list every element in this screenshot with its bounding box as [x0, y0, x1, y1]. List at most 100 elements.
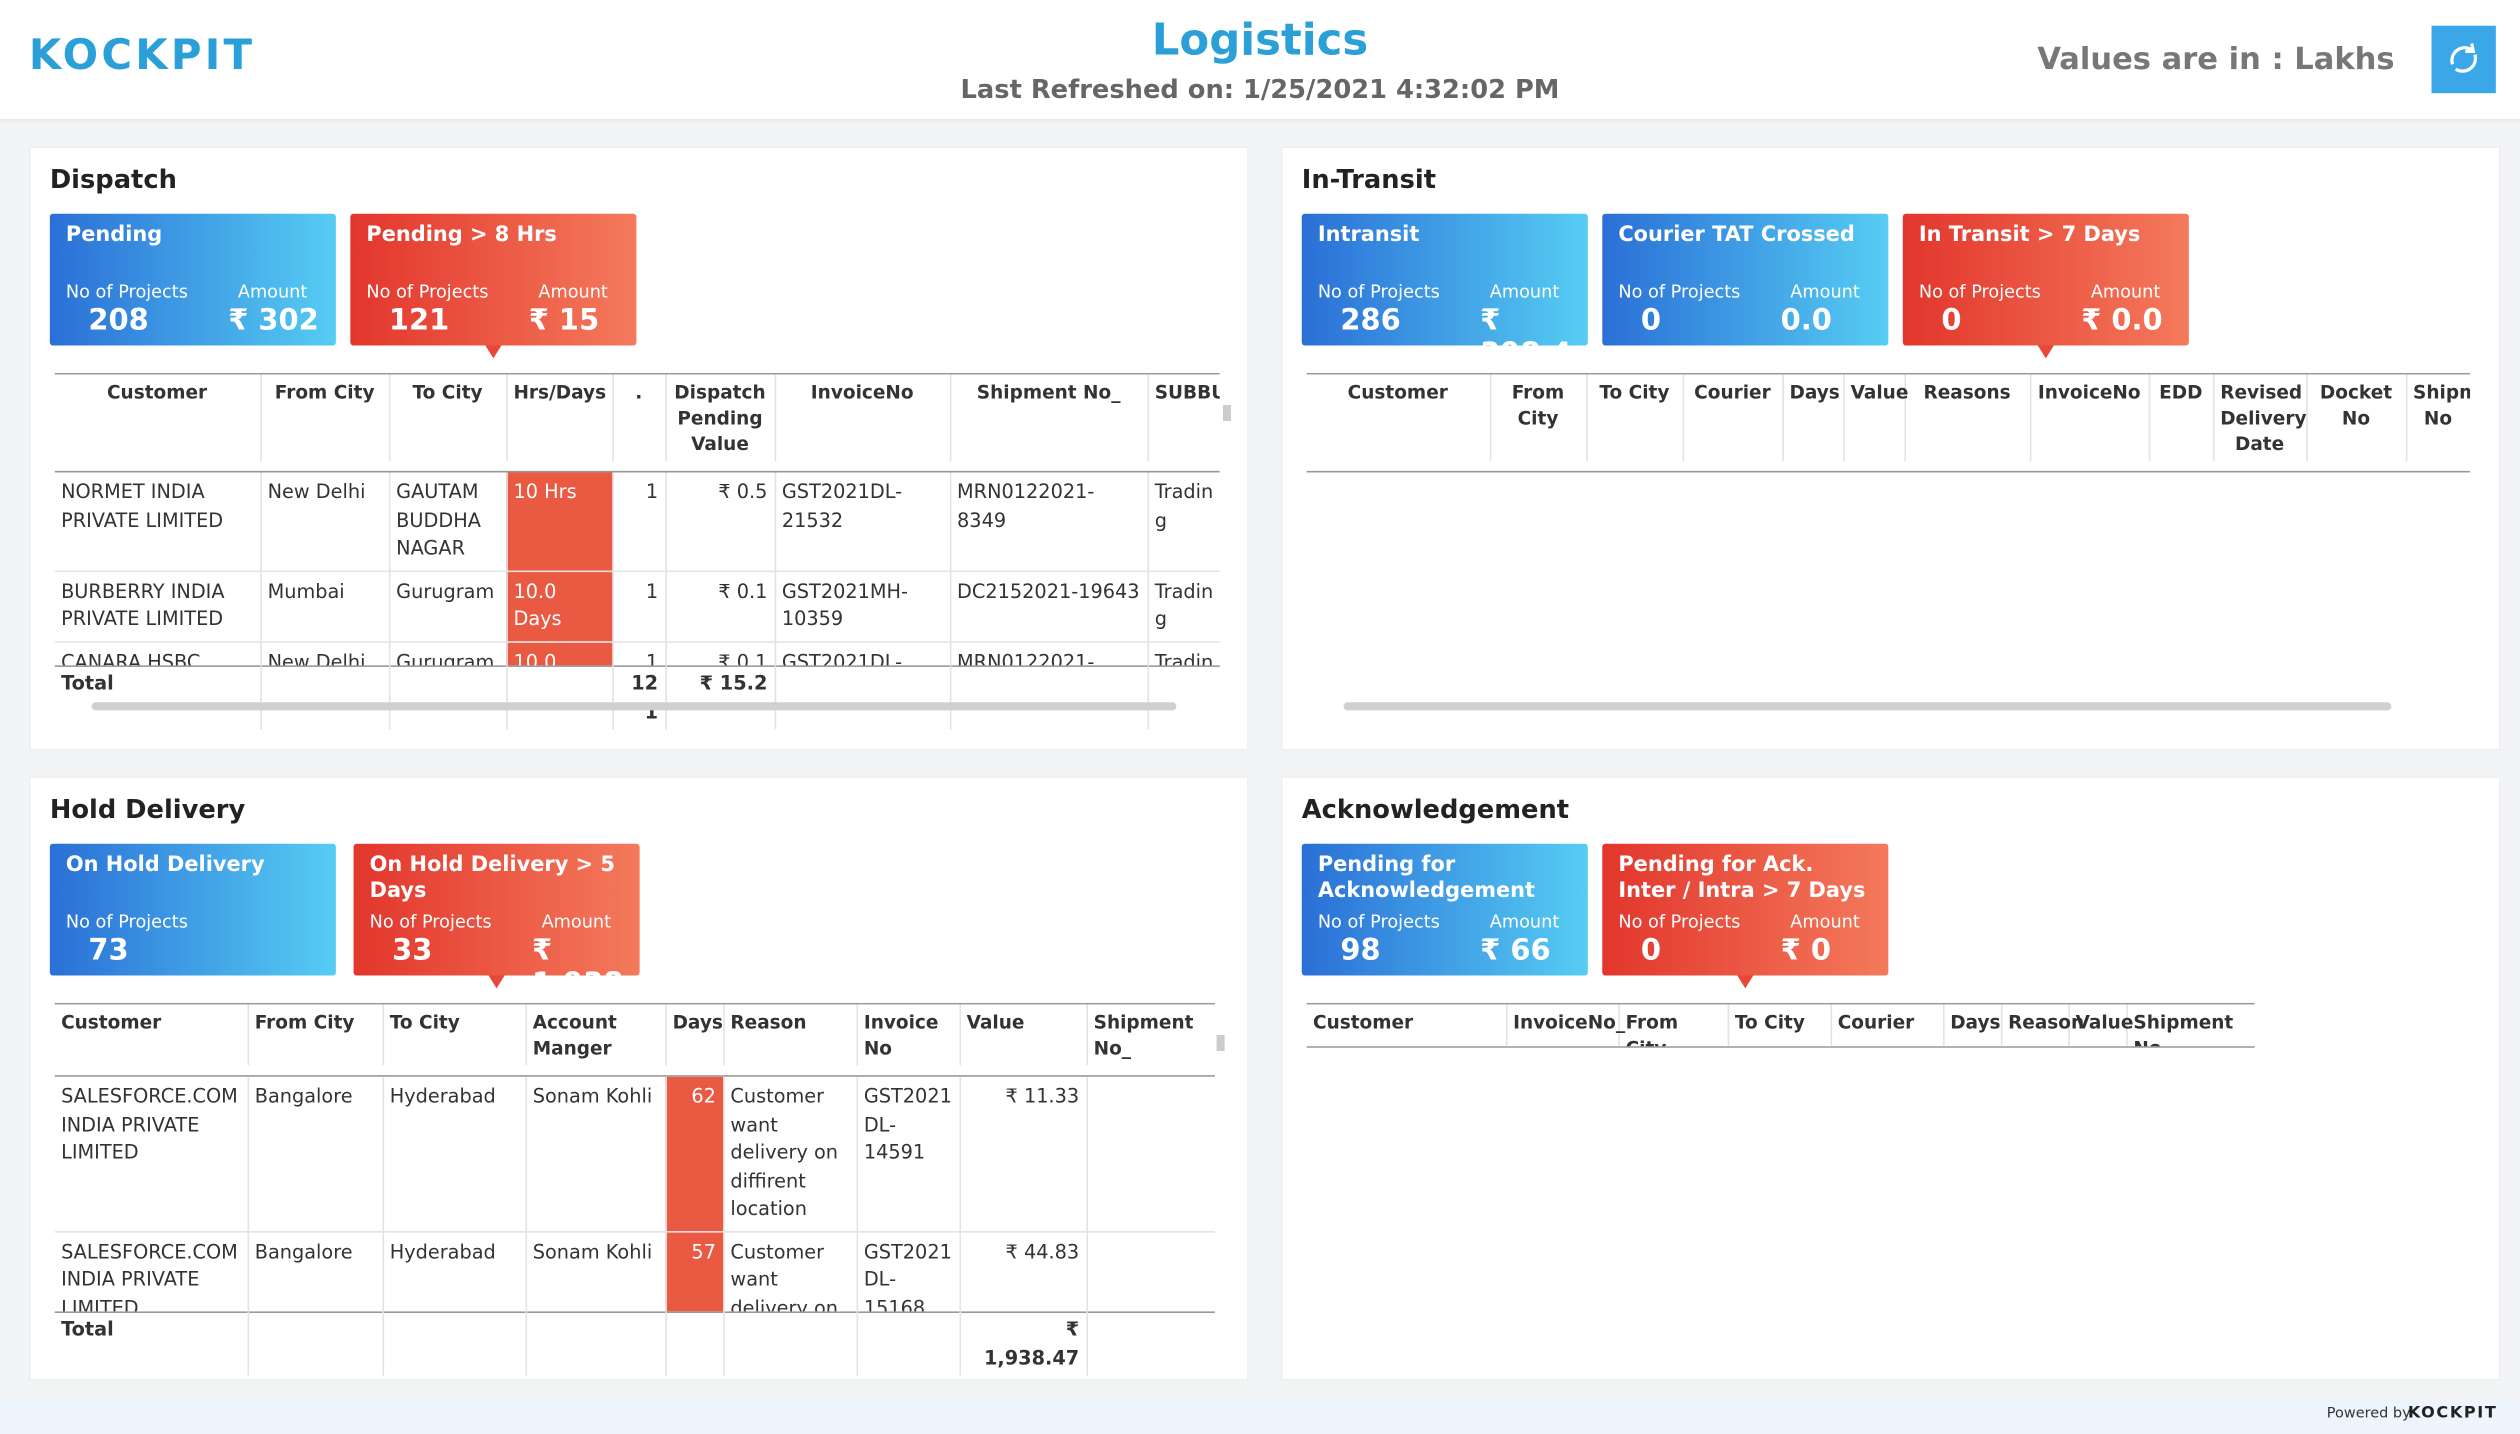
- panel-title: Acknowledgement: [1301, 793, 1570, 825]
- card-title: Courier TAT Crossed: [1618, 223, 1855, 248]
- total-cell: [525, 1311, 667, 1376]
- header-row: Customer InvoiceNo_ From City To City Courie…: [1306, 1004, 2255, 1047]
- column-header: Courier: [1682, 374, 1784, 462]
- panel-title: Dispatch: [49, 163, 177, 195]
- table-cell: GST2021DL-: [774, 641, 951, 666]
- column-header: Value: [2068, 1004, 2133, 1047]
- metric-value: ₹ 398.4: [1480, 303, 1572, 372]
- table-cell: [1086, 1076, 1215, 1232]
- column-header: Reasons: [1904, 374, 2031, 462]
- column-header: SUBBU: [1147, 374, 1220, 462]
- panel: In-Transit Intransit No of Projects 286 Amou…: [1280, 146, 2501, 751]
- table-body: NORMET INDIA PRIVATE LIMITED New Delhi GAU…: [54, 472, 1220, 666]
- metric-value: 121: [388, 303, 450, 338]
- table-cell: Customer want delivery on diffirent loca…: [723, 1076, 858, 1232]
- table-cell: ₹ 11.33: [959, 1076, 1088, 1232]
- kpi-card: Courier TAT Crossed No of Projects 0 Amount…: [1602, 213, 1889, 346]
- column-header: Courier: [1830, 1004, 1944, 1047]
- card-title: In Transit > 7 Days: [1918, 223, 2141, 248]
- card-title: On Hold Delivery > 5 Days: [369, 853, 615, 904]
- column-header: To City: [382, 1004, 527, 1066]
- table-cell: Customer want delivery on: [723, 1231, 858, 1312]
- column-header: Account Manger: [525, 1004, 667, 1066]
- column-header: Days: [1782, 374, 1845, 462]
- table: Customer From City To City Hrs/Days. Dispatc…: [54, 372, 1220, 730]
- table-grid: Total 121 ₹ 15.2: [54, 665, 1220, 730]
- kpi-card: In Transit > 7 Days No of Projects 0 Amount…: [1902, 213, 2189, 359]
- total-cell: [665, 1311, 724, 1376]
- table-header: Customer From City To City Courier Days Value…: [1306, 372, 2471, 473]
- table-cell: [1086, 1231, 1215, 1312]
- metric-label: No of Projects: [65, 281, 188, 303]
- refresh-button[interactable]: [2431, 25, 2496, 94]
- column-header: Reason: [2000, 1004, 2084, 1047]
- kpi-card: Pending for Ack. Inter / Intra > 7 Days N…: [1602, 843, 1889, 989]
- card-title: Intransit: [1317, 223, 1420, 248]
- table-row: BURBERRY INDIA PRIVATE LIMITED Mumbai Guru…: [54, 570, 1220, 643]
- table: Customer From City To City Account Manger Da…: [54, 1002, 1215, 1376]
- table-cell: New Delhi: [260, 472, 390, 572]
- logo: KOCKPIT: [28, 32, 256, 81]
- column-header: .: [612, 374, 667, 462]
- card-pointer: [1737, 975, 1754, 989]
- card-pointer: [485, 345, 502, 359]
- total-cell: ₹ 15.2: [665, 665, 776, 730]
- column-header: To City: [1586, 374, 1684, 462]
- column-header: Shipment No_: [2126, 1004, 2255, 1047]
- card-pointer: [2037, 345, 2054, 359]
- panel: Acknowledgement Pending for Acknowledgeme…: [1280, 776, 2501, 1381]
- card-title: Pending for Acknowledgement: [1317, 853, 1536, 904]
- header-row: Customer From City To City Hrs/Days. Dispatc…: [54, 374, 1220, 462]
- total-cell: [388, 665, 508, 730]
- table-cell: GST2021DL-21532: [774, 472, 951, 572]
- table-cell: 1: [612, 641, 667, 666]
- header-row: Customer From City To City Account Manger Da…: [54, 1004, 1215, 1066]
- card-title: Pending > 8 Hrs: [366, 223, 557, 248]
- table-header: Customer From City To City Hrs/Days. Dispatc…: [54, 372, 1220, 473]
- table-grid: SALESFORCE.COM INDIA PRIVATE LIMITED Bang…: [54, 1076, 1215, 1312]
- table-cell: GST2021DL-15168: [856, 1231, 961, 1312]
- table-body: SALESFORCE.COM INDIA PRIVATE LIMITED Bang…: [54, 1076, 1215, 1312]
- metric-value: ₹ 1,938: [531, 933, 624, 1002]
- column-header: Revised Delivery Date: [2212, 374, 2307, 462]
- powered-by: Powered by: [2326, 1406, 2411, 1423]
- column-header: InvoiceNo_: [1505, 1004, 1625, 1047]
- column-header: Shipment No: [2405, 374, 2471, 462]
- card-pointer: [488, 975, 505, 989]
- metric-label: Amount: [541, 911, 612, 933]
- refresh-icon: [2450, 43, 2478, 73]
- table-cell: SALESFORCE.COM INDIA PRIVATE LIMITED: [54, 1231, 249, 1312]
- units-note: Values are in : Lakhs: [2037, 41, 2395, 78]
- panel: Dispatch Pending No of Projects 208 Amount ₹ …: [28, 146, 1249, 751]
- table-row: NORMET INDIA PRIVATE LIMITED New Delhi GAU…: [54, 472, 1220, 572]
- table-row: SALESFORCE.COM INDIA PRIVATE LIMITED Bang…: [54, 1231, 1215, 1312]
- metric-label: Amount: [1790, 281, 1860, 303]
- table-grid: Customer From City To City Hrs/Days. Dispatc…: [54, 374, 1220, 462]
- column-header: Dispatch Pending Value: [665, 374, 776, 462]
- metric-label: No of Projects: [1317, 911, 1440, 933]
- kpi-card: Pending No of Projects 208 Amount ₹ 302: [49, 213, 336, 346]
- metric-value: ₹ 0: [1780, 933, 1832, 968]
- metric-label: Amount: [1790, 911, 1860, 933]
- table-cell: 10 Hrs: [506, 472, 614, 572]
- total-cell: Total: [54, 1311, 249, 1376]
- column-header: Docket No: [2306, 374, 2407, 462]
- table-cell: Trading: [1147, 472, 1220, 572]
- column-header: InvoiceNo: [2029, 374, 2150, 462]
- card-title: On Hold Delivery: [65, 853, 265, 878]
- table-cell: ₹ 0.1: [665, 570, 776, 643]
- table-grid: Customer From City To City Courier Days Value…: [1306, 374, 2471, 462]
- metric-label: No of Projects: [366, 281, 489, 303]
- column-header: From City: [1489, 374, 1588, 462]
- table-cell: GST2021DL-14591: [856, 1076, 961, 1232]
- panel-title: In-Transit: [1301, 163, 1436, 195]
- metric-label: No of Projects: [65, 911, 188, 933]
- table-cell: Trading: [1147, 570, 1220, 643]
- column-header: Days: [1942, 1004, 2002, 1047]
- metric-value: ₹ 66: [1480, 933, 1551, 968]
- table-cell: 10.0 Days: [506, 570, 614, 643]
- total-cell: [1086, 1311, 1215, 1376]
- table-grid: Customer InvoiceNo_ From City To City Courie…: [1306, 1004, 2255, 1047]
